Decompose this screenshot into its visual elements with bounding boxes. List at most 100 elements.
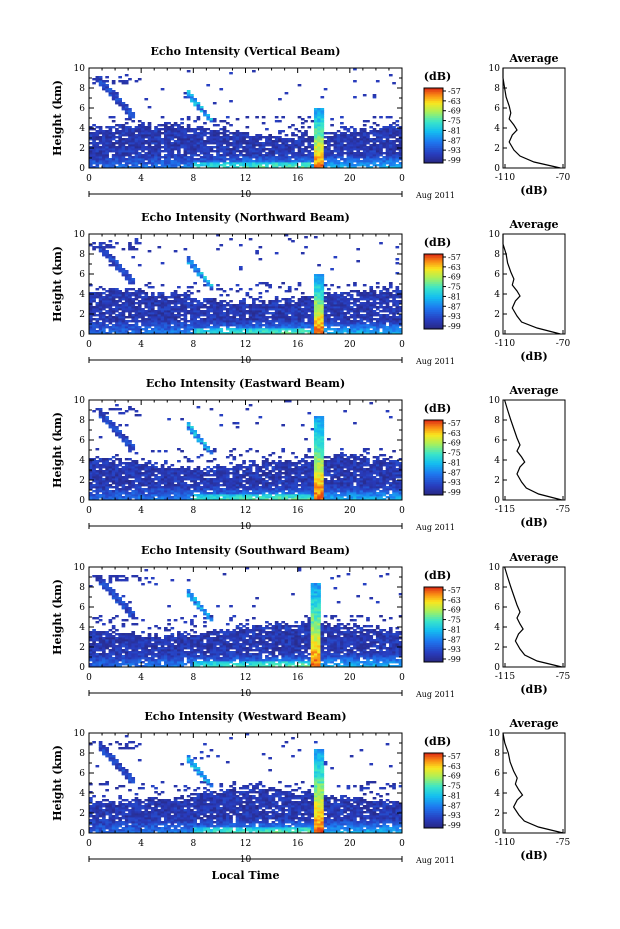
heatmap-cell	[180, 332, 184, 335]
heatmap-cell	[258, 166, 263, 169]
heatmap-cell	[359, 138, 364, 141]
heatmap-cell	[183, 312, 188, 315]
heatmap-cell	[180, 166, 184, 169]
heatmap-cell	[333, 136, 338, 139]
heatmap-cell	[92, 306, 96, 309]
heatmap-cell	[190, 260, 194, 263]
heatmap-cell	[173, 332, 178, 335]
heatmap-cell	[261, 310, 266, 313]
heatmap-cell	[115, 480, 119, 483]
heatmap-cell	[196, 310, 201, 313]
heatmap-cell	[310, 322, 315, 325]
heatmap-cell	[317, 294, 321, 297]
heatmap-cell	[284, 310, 289, 313]
heatmap-cell	[349, 320, 354, 323]
heatmap-cell	[255, 308, 259, 311]
heatmap-cell	[134, 294, 139, 297]
heatmap-cell	[375, 282, 380, 285]
heatmap-cell	[343, 160, 347, 163]
heatmap-cell	[131, 130, 136, 133]
heatmap-cell	[190, 428, 194, 431]
heatmap-cell	[291, 150, 295, 153]
heatmap-cell	[340, 148, 344, 151]
average-y-tick-label: 4	[494, 124, 500, 134]
heatmap-cell	[245, 324, 250, 327]
heatmap-cell	[248, 152, 253, 155]
heatmap-cell	[89, 164, 93, 167]
heatmap-cell	[385, 298, 390, 301]
heatmap-cell	[157, 476, 162, 479]
heatmap-cell	[157, 166, 162, 169]
heatmap-cell	[229, 156, 233, 159]
heatmap-cell	[95, 146, 100, 149]
heatmap-cell	[245, 158, 250, 161]
heatmap-cell	[379, 130, 383, 133]
heatmap-cell	[167, 152, 171, 155]
heatmap-cell	[356, 152, 361, 155]
heatmap-cell	[102, 488, 106, 491]
heatmap-cell	[131, 148, 136, 151]
heatmap-cell	[157, 128, 162, 131]
heatmap-cell	[199, 492, 204, 495]
heatmap-cell	[147, 156, 152, 159]
heatmap-cell	[255, 314, 259, 317]
heatmap-cell	[268, 142, 272, 145]
heatmap-cell	[199, 322, 204, 325]
heatmap-cell	[147, 306, 152, 309]
heatmap-cell	[190, 140, 194, 143]
heatmap-cell	[160, 132, 165, 135]
heatmap-cell	[170, 470, 175, 473]
heatmap-cell	[102, 158, 106, 161]
heatmap-cell	[206, 322, 211, 325]
heatmap-cell	[193, 152, 197, 155]
heatmap-cell	[121, 482, 126, 485]
heatmap-cell	[327, 148, 331, 151]
heatmap-cell	[163, 148, 168, 151]
heatmap-cell	[209, 288, 214, 291]
heatmap-cell	[278, 310, 282, 313]
heatmap-cell	[199, 326, 204, 329]
heatmap-cell	[102, 464, 106, 467]
heatmap-cell	[278, 130, 282, 133]
heatmap-cell	[180, 466, 184, 469]
heatmap-cell	[89, 496, 93, 499]
heatmap-cell	[369, 306, 374, 309]
heatmap-cell	[183, 320, 188, 323]
heatmap-cell	[340, 152, 344, 155]
heatmap-cell	[349, 160, 354, 163]
heatmap-cell	[274, 300, 279, 303]
heatmap-cell	[118, 434, 122, 437]
heatmap-cell	[343, 146, 347, 149]
heatmap-cell	[196, 132, 201, 135]
heatmap-cell	[89, 158, 93, 161]
heatmap-cell	[255, 328, 259, 331]
heatmap-cell	[382, 286, 387, 289]
heatmap-cell	[307, 302, 312, 305]
heatmap-cell	[398, 294, 403, 297]
heatmap-cell	[98, 494, 103, 497]
heatmap-cell	[163, 322, 168, 325]
heatmap-cell	[313, 290, 318, 293]
heatmap-cell	[115, 266, 119, 269]
average-x-tick-label: -70	[556, 339, 571, 349]
heatmap-cell	[327, 294, 331, 297]
heatmap-cell	[150, 134, 155, 137]
heatmap-cell	[102, 86, 106, 89]
heatmap-cell	[297, 84, 302, 87]
heatmap-cell	[157, 138, 162, 141]
heatmap-cell	[320, 294, 325, 297]
heatmap-cell	[212, 326, 217, 329]
heatmap-cell	[219, 158, 224, 161]
heatmap-cell	[98, 304, 103, 307]
heatmap-cell	[108, 144, 113, 147]
heatmap-cell	[385, 144, 390, 147]
heatmap-cell	[385, 162, 390, 165]
heatmap-cell	[284, 134, 289, 137]
heatmap-cell	[177, 460, 181, 463]
heatmap-cell	[362, 152, 367, 155]
heatmap-cell	[353, 96, 357, 99]
heatmap-cell	[392, 148, 396, 151]
heatmap-cell	[349, 296, 354, 299]
heatmap-cell	[353, 136, 357, 139]
heatmap-cell	[108, 492, 113, 495]
